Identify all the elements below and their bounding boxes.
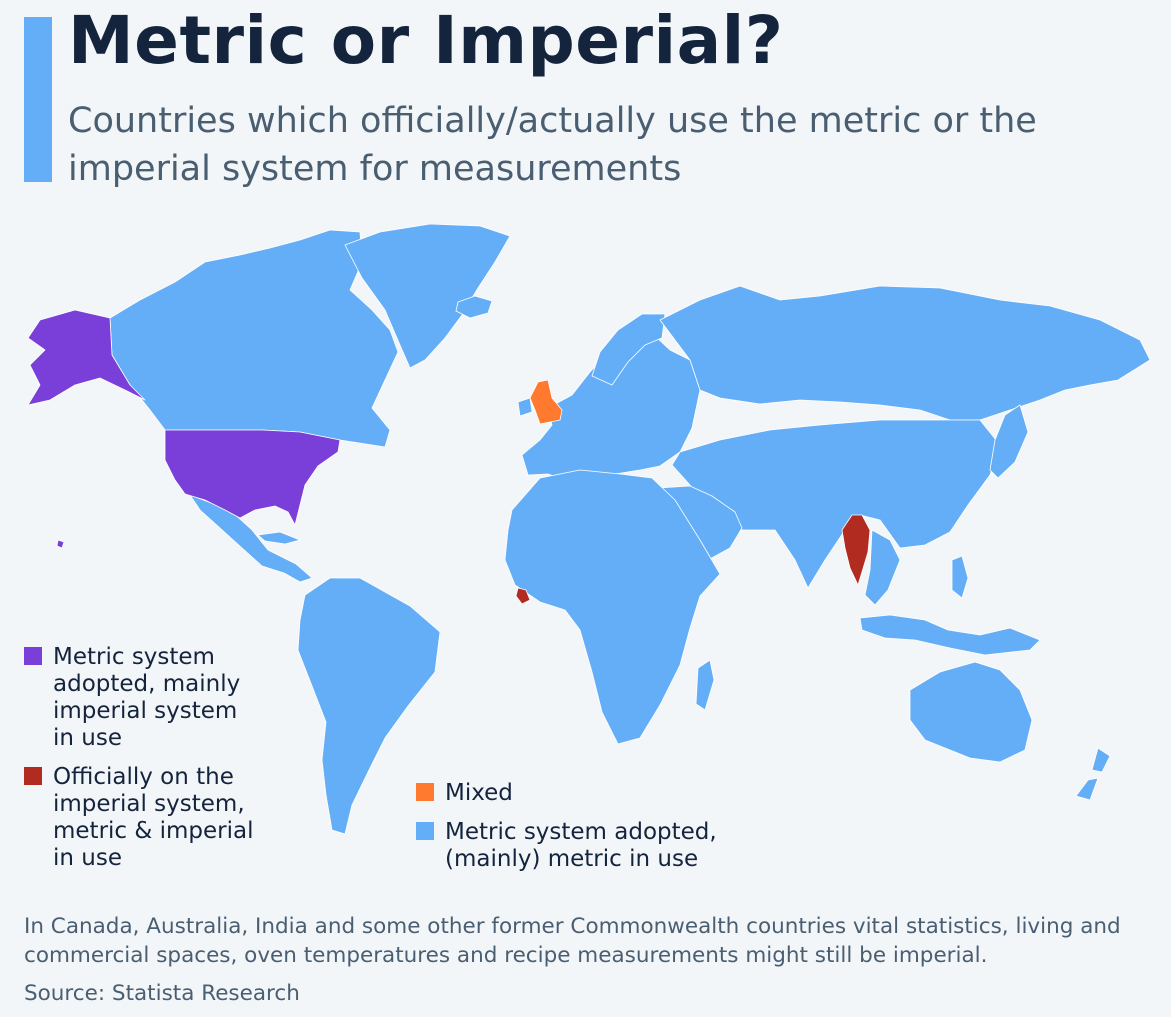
region-ireland — [517, 397, 533, 417]
region-cuba — [257, 531, 301, 545]
region-africa — [504, 469, 721, 745]
region-russia — [659, 285, 1151, 421]
legend-swatch-red — [24, 767, 42, 785]
accent-bar — [24, 17, 52, 182]
region-japan — [989, 404, 1029, 479]
region-philippines — [951, 555, 969, 599]
region-alaska — [27, 309, 146, 406]
region-scandinavia — [591, 313, 666, 386]
legend-label-officially-imperial: Officially on the imperial system, metri… — [53, 764, 254, 871]
legend-label-metric-adopted-imperial-in-use: Metric system adopted, mainly imperial s… — [53, 644, 241, 751]
region-united-states — [164, 429, 341, 526]
legend-label-metric: Metric system adopted, (mainly) metric i… — [445, 819, 717, 872]
region-australia — [909, 661, 1033, 763]
region-myanmar — [841, 514, 871, 586]
region-greenland — [344, 223, 511, 369]
region-new-zealand-south — [1075, 777, 1099, 801]
footnote: In Canada, Australia, India and some oth… — [24, 914, 1121, 968]
region-new-zealand — [1091, 747, 1111, 773]
region-iceland — [455, 295, 493, 319]
region-united-kingdom — [529, 379, 563, 425]
legend-swatch-blue — [416, 822, 434, 840]
region-liberia — [515, 587, 531, 605]
region-south-america — [297, 577, 441, 835]
region-mexico — [189, 494, 313, 583]
region-indonesia — [859, 614, 1041, 656]
legend-label-mixed: Mixed — [445, 780, 513, 806]
region-hawaii — [56, 539, 65, 549]
chart-title: Metric or Imperial? — [68, 2, 784, 79]
legend-swatch-orange — [416, 783, 434, 801]
world-map — [27, 223, 1151, 835]
region-madagascar — [695, 659, 715, 711]
source-note: Source: Statista Research — [24, 981, 300, 1006]
legend-swatch-purple — [24, 647, 42, 665]
chart-subtitle: Countries which officially/actually use … — [68, 101, 1037, 189]
region-indochina — [864, 529, 901, 606]
